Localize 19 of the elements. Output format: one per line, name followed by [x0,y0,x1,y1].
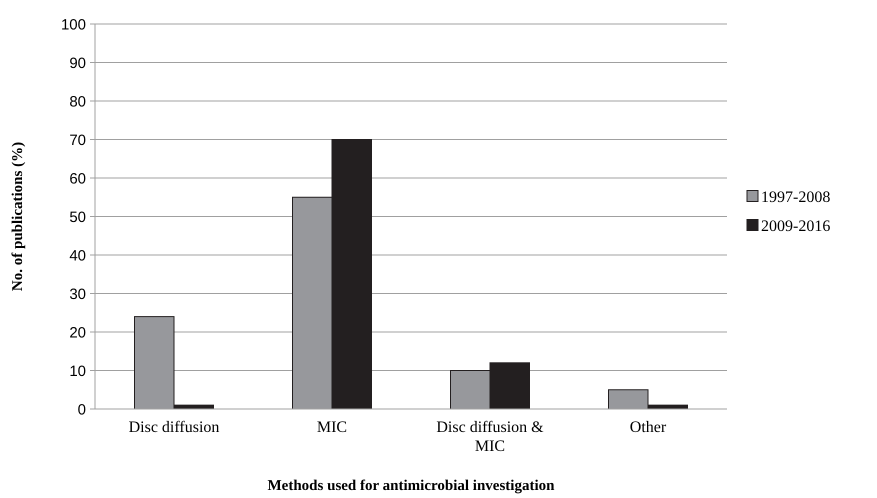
y-tick-label: 90 [69,54,86,72]
y-tick-label: 40 [69,247,86,264]
y-tick-label: 100 [60,16,86,34]
legend-label: 2009-2016 [761,218,830,236]
y-tick-label: 80 [69,93,86,110]
y-tick-label: 60 [69,170,86,188]
x-tick-label: Other [630,419,667,436]
x-tick-label: Disc diffusion [128,419,220,436]
x-tick-label: Disc diffusion & MIC [436,419,544,455]
y-tick-label: 30 [69,286,86,303]
y-tick-label: 70 [69,132,86,149]
y-tick-label: 0 [78,401,86,418]
y-tick-label: 20 [69,324,86,342]
y-tick-label: 50 [69,208,86,226]
y-tick-label: 10 [69,362,86,380]
legend-label: 1997-2008 [761,189,830,206]
y-axis-title: No. of publications (%) [10,142,26,292]
x-axis-title: Methods used for antimicrobial investigation [268,478,556,494]
x-tick-label: MIC [316,419,348,436]
